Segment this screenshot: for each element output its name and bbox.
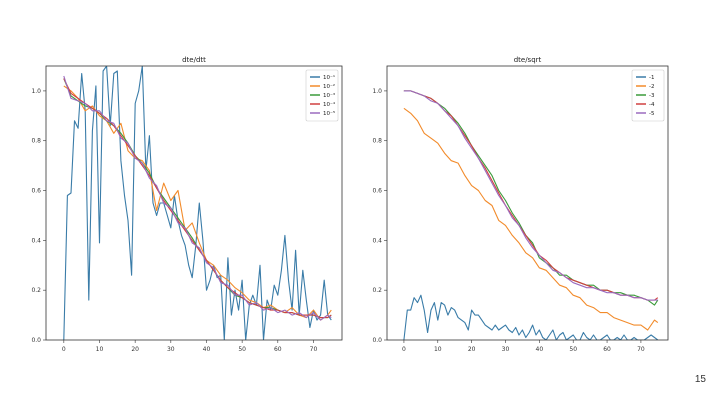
legend-label: 10⁻¹ [323,74,335,81]
legend-label: -3 [649,93,655,99]
x-tick-label: 30 [167,346,175,353]
chart-dte-dtt: dte/dtt 0 10 20 30 40 50 60 70 0.0 0.2 0.4 0.6 0.8 1.0… [31,56,343,353]
chart-title: dte/sqrt [514,56,542,64]
series-line-4 [63,78,332,319]
x-tick-label: 50 [569,346,577,353]
legend-box [631,69,665,122]
legend: 10⁻¹ 10⁻² 10⁻³ 10⁻⁴ 10⁻⁵ [305,69,339,122]
legend-label: -1 [649,75,654,81]
x-tick-label: 20 [468,346,476,353]
y-tick-label: 0.2 [372,287,382,294]
x-tick-label: 50 [238,346,246,353]
y-tick-label: 1.0 [372,88,382,95]
y-tick-label: 1.0 [31,88,41,95]
series-line-1 [403,294,659,340]
y-tick-label: 0.8 [31,138,41,145]
legend-label: -5 [649,111,655,117]
y-tick-label: 0.0 [31,337,41,344]
series-line-5 [403,90,658,301]
plot-frame [386,65,669,341]
x-tick-label: 10 [96,346,104,353]
series-line-4 [403,90,659,301]
x-tick-label: 70 [637,346,645,353]
series-line-2 [403,107,659,331]
series-line-1 [63,66,332,340]
y-tick-label: 0.6 [372,188,382,195]
legend-label: -4 [649,102,655,108]
series-line-3 [403,90,659,306]
x-tick-label: 10 [434,346,442,353]
y-tick-label: 0.8 [372,138,382,145]
plot-frame [45,65,343,341]
y-tick-label: 0.6 [31,188,41,195]
x-tick-label: 40 [536,346,544,353]
x-tick-label: 30 [502,346,510,353]
x-tick-label: 60 [274,346,282,353]
legend-label: 10⁻³ [323,92,335,99]
y-tick-label: 0.4 [372,237,382,244]
legend-label: -2 [649,84,654,90]
legend-label: 10⁻² [323,83,335,90]
x-tick-label: 70 [310,346,318,353]
legend-box [305,69,339,122]
x-tick-label: 60 [603,346,611,353]
series-line-2 [63,85,332,321]
y-tick-label: 0.2 [31,287,41,294]
series-line-3 [63,78,332,319]
y-tick-label: 0.0 [372,337,382,344]
x-tick-label: 20 [131,346,139,353]
x-tick-label: 0 [402,346,406,353]
x-tick-label: 40 [203,346,211,353]
chart-title: dte/dtt [182,56,206,64]
page-number: 15 [694,374,706,385]
legend-label: 10⁻⁴ [323,101,336,108]
legend-label: 10⁻⁵ [323,110,335,117]
chart-dte-sqrt: dte/sqrt 0 10 20 30 40 50 60 70 0.0 0.2 0.4 0.6 0.8 1.… [372,56,669,353]
series-line-5 [63,75,332,321]
x-tick-label: 0 [62,346,66,353]
legend: -1 -2 -3 -4 -5 [631,69,665,122]
y-tick-label: 0.4 [31,237,41,244]
